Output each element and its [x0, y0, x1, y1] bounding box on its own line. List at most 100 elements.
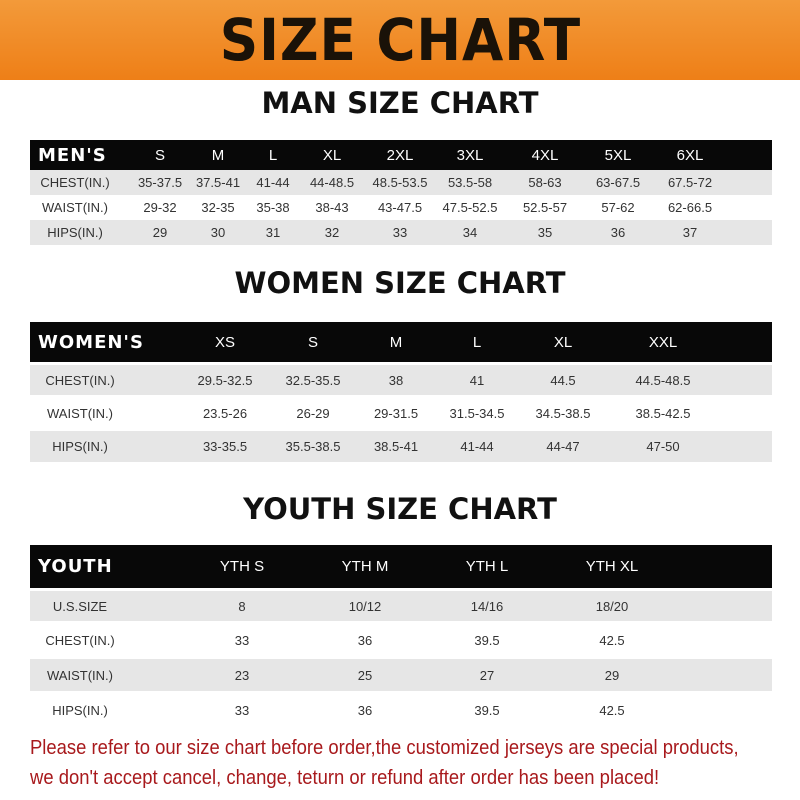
- table-cell: 42.5: [599, 632, 625, 648]
- table-row: CHEST(IN.) 35-37.5 37.5-41 41-44 44-48.5 48.5…: [30, 170, 772, 195]
- table-row: WAIST(IN.) 23.5-26 26-29 29-31.5 31.5-34.5 34…: [30, 398, 772, 428]
- header-row: YOUTH YTH S YTH M YTH L YTH XL: [30, 545, 772, 588]
- table-cell: 41-44: [460, 439, 494, 454]
- table-cell: 27: [479, 667, 495, 683]
- table-cell: 48.5-53.5: [372, 175, 428, 190]
- table-cell: 18/20: [595, 598, 629, 614]
- size-header: S: [154, 146, 166, 164]
- row-label: WAIST(IN.): [42, 200, 108, 215]
- size-header: S: [307, 333, 319, 351]
- size-header: 5XL: [604, 146, 632, 164]
- size-header: XXL: [648, 333, 678, 351]
- size-header: YTH S: [219, 558, 265, 575]
- size-header: YTH M: [341, 558, 389, 575]
- table-cell: 29: [152, 225, 168, 240]
- youth-size-table: YOUTH YTH S YTH M YTH L YTH XL U.S.SIZE 8 10/12…: [30, 545, 772, 726]
- size-header: 2XL: [386, 146, 414, 164]
- table-cell: 10/12: [348, 598, 382, 614]
- table-row: HIPS(IN.) 29 30 31 32 33 34 35 36 37: [30, 220, 772, 245]
- row-label: CHEST(IN.): [45, 632, 115, 648]
- table-cell: 29.5-32.5: [197, 372, 253, 388]
- youth-title: YOUTH SIZE CHART: [243, 492, 557, 526]
- row-label: WAIST(IN.): [47, 405, 113, 421]
- table-cell: 38.5-42.5: [635, 405, 691, 421]
- size-header: XL: [553, 333, 573, 351]
- table-cell: 32: [324, 225, 340, 240]
- table-cell: 37.5-41: [195, 175, 241, 190]
- table-cell: 31.5-34.5: [449, 405, 505, 421]
- size-header: L: [472, 333, 482, 351]
- size-header: M: [211, 146, 225, 164]
- table-row: CHEST(IN.) 29.5-32.5 32.5-35.5 38 41 44.5 44.5…: [30, 365, 772, 395]
- table-cell: 67.5-72: [667, 175, 713, 190]
- size-header: L: [268, 146, 278, 164]
- table-row: CHEST(IN.) 33 36 39.5 42.5: [30, 624, 772, 656]
- size-header: XS: [214, 333, 236, 351]
- table-header-label: MEN'S: [38, 144, 107, 166]
- table-row: WAIST(IN.) 23 25 27 29: [30, 659, 772, 691]
- table-cell: 44-48.5: [309, 175, 355, 190]
- size-header: YTH XL: [585, 558, 639, 575]
- table-cell: 30: [210, 225, 226, 240]
- table-cell: 8: [238, 598, 246, 614]
- table-cell: 34: [462, 225, 478, 240]
- women-size-table: WOMEN'S XS S M L XL XXL CHEST(IN.) 29.5-32.5 32.5…: [30, 322, 772, 462]
- table-row: U.S.SIZE 8 10/12 14/16 18/20: [30, 591, 772, 621]
- table-cell: 35-38: [256, 200, 290, 215]
- table-cell: 63-67.5: [595, 175, 641, 190]
- table-cell: 62-66.5: [667, 200, 713, 215]
- size-header: M: [389, 333, 403, 351]
- row-label: U.S.SIZE: [52, 598, 108, 614]
- table-cell: 26-29: [296, 405, 330, 421]
- banner: SIZE CHART: [0, 0, 800, 80]
- row-label: CHEST(IN.): [45, 372, 115, 388]
- table-cell: 35.5-38.5: [285, 439, 341, 454]
- row-label: WAIST(IN.): [47, 667, 113, 683]
- table-cell: 35-37.5: [137, 175, 183, 190]
- table-header-label: WOMEN'S: [38, 331, 144, 353]
- table-row: HIPS(IN.) 33 36 39.5 42.5: [30, 694, 772, 726]
- table-header-label: YOUTH: [38, 556, 113, 577]
- size-header: XL: [322, 146, 342, 164]
- table-cell: 33: [234, 702, 250, 718]
- men-title: MAN SIZE CHART: [261, 86, 539, 120]
- table-cell: 36: [357, 632, 373, 648]
- table-cell: 36: [357, 702, 373, 718]
- table-cell: 29-31.5: [373, 405, 419, 421]
- row-label: HIPS(IN.): [52, 439, 108, 454]
- table-cell: 23: [234, 667, 250, 683]
- table-cell: 52.5-57: [522, 200, 568, 215]
- table-cell: 36: [610, 225, 626, 240]
- table-cell: 37: [682, 225, 698, 240]
- size-header: 6XL: [676, 146, 704, 164]
- table-row: HIPS(IN.) 33-35.5 35.5-38.5 38.5-41 41-44 44-…: [30, 431, 772, 462]
- table-cell: 44-47: [546, 439, 580, 454]
- size-header: YTH L: [465, 558, 509, 575]
- table-cell: 44.5-48.5: [635, 372, 691, 388]
- table-cell: 38-43: [315, 200, 349, 215]
- header-row: WOMEN'S XS S M L XL XXL: [30, 322, 772, 362]
- table-cell: 31: [265, 225, 281, 240]
- table-cell: 14/16: [470, 598, 504, 614]
- table-row: WAIST(IN.) 29-32 32-35 35-38 38-43 43-47.5 47.…: [30, 195, 772, 220]
- table-cell: 58-63: [528, 175, 562, 190]
- table-cell: 42.5: [599, 702, 625, 718]
- table-cell: 33-35.5: [202, 439, 248, 454]
- table-cell: 35: [537, 225, 553, 240]
- men-size-table: MEN'S S M L XL 2XL 3XL 4XL 5XL 6XL CHEST(IN.) 35-37…: [30, 140, 772, 245]
- table-cell: 53.5-58: [447, 175, 493, 190]
- table-cell: 47-50: [646, 439, 680, 454]
- table-cell: 38: [388, 372, 404, 388]
- banner-title: SIZE CHART: [219, 6, 581, 74]
- notice-line-1: Please refer to our size chart before or…: [30, 736, 739, 759]
- row-label: HIPS(IN.): [52, 702, 108, 718]
- table-cell: 29-32: [143, 200, 177, 215]
- table-cell: 38.5-41: [373, 439, 419, 454]
- table-cell: 25: [357, 667, 373, 683]
- table-cell: 44.5: [550, 372, 576, 388]
- table-cell: 34.5-38.5: [535, 405, 591, 421]
- row-label: CHEST(IN.): [40, 175, 110, 190]
- table-cell: 47.5-52.5: [442, 200, 498, 215]
- table-cell: 33: [392, 225, 408, 240]
- table-cell: 41: [469, 372, 485, 388]
